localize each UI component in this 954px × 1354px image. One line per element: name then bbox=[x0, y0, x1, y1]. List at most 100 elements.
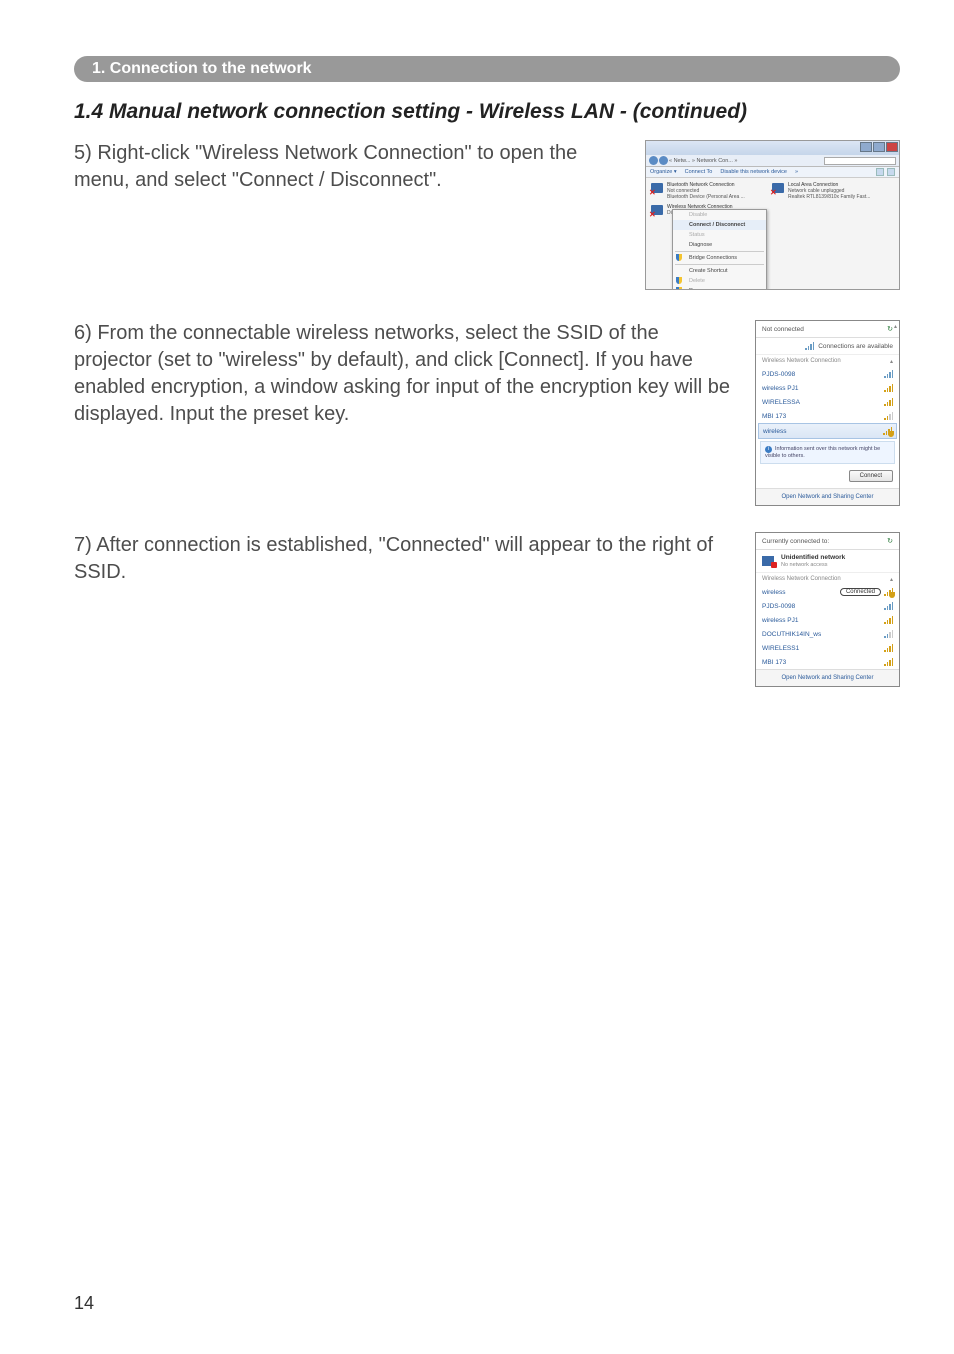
wlan-icon: ✕ bbox=[650, 204, 664, 218]
forward-button[interactable] bbox=[659, 156, 668, 165]
signal-icon bbox=[884, 384, 893, 392]
info-icon: i bbox=[765, 446, 772, 453]
connected-badge: Connected bbox=[840, 588, 881, 596]
address-bar: « Netw... » Network Con... » bbox=[646, 155, 899, 167]
screenshot-network-connections: « Netw... » Network Con... » Organize ▾ … bbox=[645, 140, 900, 290]
view-icon[interactable] bbox=[876, 168, 884, 176]
toolbar: Organize ▾ Connect To Disable this netwo… bbox=[646, 167, 899, 178]
wifi-header: Not connected ↻ ▴ bbox=[756, 321, 899, 338]
screenshot-wifi-connected: Currently connected to: ↻ Unidentified n… bbox=[755, 532, 900, 687]
ctx-delete[interactable]: Delete bbox=[673, 276, 766, 286]
wifi-item[interactable]: DOCUTHIK14IN_ws bbox=[756, 627, 899, 641]
step6-row: 6) From the connectable wireless network… bbox=[74, 320, 900, 506]
signal-open-icon bbox=[883, 427, 892, 435]
ctx-separator bbox=[675, 264, 764, 265]
ctx-shortcut[interactable]: Create Shortcut bbox=[673, 266, 766, 276]
ctx-diagnose[interactable]: Diagnose bbox=[673, 240, 766, 250]
signal-icon bbox=[884, 370, 893, 378]
help-icon[interactable] bbox=[887, 168, 895, 176]
signal-icon bbox=[884, 644, 893, 652]
wifi-subheader: Connections are available bbox=[756, 338, 899, 354]
step7-text: 7) After connection is established, "Con… bbox=[74, 532, 735, 687]
shield-icon bbox=[676, 287, 683, 290]
network-access: No network access bbox=[781, 562, 827, 568]
signal-open-icon bbox=[884, 588, 893, 596]
ctx-connect-disconnect[interactable]: Connect / Disconnect bbox=[673, 220, 766, 230]
search-input[interactable] bbox=[824, 157, 896, 165]
wifi-section-label: Wireless Network Connection ▴ bbox=[756, 354, 899, 367]
signal-icon bbox=[884, 602, 893, 610]
step5-text: 5) Right-click "Wireless Network Connect… bbox=[74, 140, 625, 290]
back-button[interactable] bbox=[649, 156, 658, 165]
wifi-footer-link[interactable]: Open Network and Sharing Center bbox=[756, 488, 899, 505]
network-icon bbox=[762, 556, 774, 566]
wifi-item[interactable]: PJDS-0098 bbox=[756, 599, 899, 613]
lan-device: Realtek RTL8139/810x Family Fast... bbox=[788, 194, 870, 200]
signal-icon bbox=[884, 658, 893, 666]
shield-icon bbox=[676, 277, 683, 284]
collapse-icon[interactable]: ▴ bbox=[890, 358, 893, 365]
wifi-item-connected[interactable]: wireless Connected bbox=[756, 585, 899, 599]
context-menu: Disable Connect / Disconnect Status Diag… bbox=[672, 209, 767, 290]
wifi-header-text: Not connected bbox=[762, 326, 804, 333]
refresh-icon[interactable]: ↻ bbox=[887, 537, 893, 545]
disconnected-x-icon: ✕ bbox=[649, 188, 656, 197]
wifi-section-label: Wireless Network Connection ▴ bbox=[756, 572, 899, 585]
ctx-disable[interactable]: Disable bbox=[673, 210, 766, 220]
signal-icon bbox=[884, 412, 893, 420]
wifi-item[interactable]: WIRELESS1 bbox=[756, 641, 899, 655]
signal-icon bbox=[884, 616, 893, 624]
window-titlebar bbox=[646, 141, 899, 155]
disconnected-x-icon: ✕ bbox=[770, 188, 777, 197]
info-panel: iInformation sent over this network migh… bbox=[760, 441, 895, 464]
connections-area: ✕ Bluetooth Network Connection Not conne… bbox=[646, 178, 899, 204]
page-number: 14 bbox=[74, 1293, 94, 1314]
ctx-status[interactable]: Status bbox=[673, 230, 766, 240]
disconnected-x-icon: ✕ bbox=[649, 210, 656, 219]
wifi-item[interactable]: wireless PJ1 bbox=[756, 613, 899, 627]
signal-icon bbox=[805, 342, 814, 350]
wifi-footer-link[interactable]: Open Network and Sharing Center bbox=[756, 669, 899, 686]
wifi-header-text: Currently connected to: bbox=[762, 538, 829, 545]
connect-to-button[interactable]: Connect To bbox=[685, 169, 713, 175]
section-header-text: 1. Connection to the network bbox=[92, 60, 312, 77]
minimize-button[interactable] bbox=[860, 142, 872, 152]
bluetooth-connection-item[interactable]: ✕ Bluetooth Network Connection Not conne… bbox=[650, 182, 765, 200]
ctx-rename[interactable]: Rename bbox=[673, 286, 766, 290]
breadcrumb[interactable]: « Netw... » Network Con... » bbox=[669, 158, 824, 164]
wifi-item[interactable]: MBI 173 bbox=[756, 655, 899, 669]
lan-connection-item[interactable]: ✕ Local Area Connection Network cable un… bbox=[771, 182, 886, 200]
maximize-button[interactable] bbox=[873, 142, 885, 152]
close-button[interactable] bbox=[886, 142, 898, 152]
step7-row: 7) After connection is established, "Con… bbox=[74, 532, 900, 687]
step5-row: 5) Right-click "Wireless Network Connect… bbox=[74, 140, 900, 290]
wifi-item[interactable]: MBI 173 bbox=[756, 409, 899, 423]
screenshot-wifi-list: Not connected ↻ ▴ Connections are availa… bbox=[755, 320, 900, 506]
wifi-subheader-text: Connections are available bbox=[818, 343, 893, 350]
disable-device-button[interactable]: Disable this network device bbox=[720, 169, 787, 175]
ctx-bridge[interactable]: Bridge Connections bbox=[673, 253, 766, 263]
wifi-item[interactable]: WIRELESSA bbox=[756, 395, 899, 409]
section-header: 1. Connection to the network bbox=[74, 56, 900, 82]
wifi-item[interactable]: wireless PJ1 bbox=[756, 381, 899, 395]
toolbar-more[interactable]: » bbox=[795, 169, 798, 175]
step6-text: 6) From the connectable wireless network… bbox=[74, 320, 735, 506]
wifi-current-network: Unidentified network No network access bbox=[756, 550, 899, 572]
wifi-header: Currently connected to: ↻ bbox=[756, 533, 899, 550]
lan-icon: ✕ bbox=[771, 182, 785, 196]
bluetooth-icon: ✕ bbox=[650, 182, 664, 196]
organize-menu[interactable]: Organize ▾ bbox=[650, 169, 677, 175]
wifi-item-selected[interactable]: wireless bbox=[758, 423, 897, 439]
wifi-item[interactable]: PJDS-0098 bbox=[756, 367, 899, 381]
connect-button[interactable]: Connect bbox=[849, 470, 893, 482]
signal-icon bbox=[884, 398, 893, 406]
ctx-separator bbox=[675, 251, 764, 252]
scroll-up-icon[interactable]: ▴ bbox=[894, 323, 897, 330]
collapse-icon[interactable]: ▴ bbox=[890, 576, 893, 583]
subtitle: 1.4 Manual network connection setting - … bbox=[74, 100, 900, 124]
refresh-icon[interactable]: ↻ bbox=[887, 325, 893, 333]
bluetooth-device: Bluetooth Device (Personal Area ... bbox=[667, 194, 745, 200]
signal-icon bbox=[884, 630, 893, 638]
connect-row: Connect bbox=[756, 466, 899, 488]
shield-icon bbox=[676, 254, 683, 261]
